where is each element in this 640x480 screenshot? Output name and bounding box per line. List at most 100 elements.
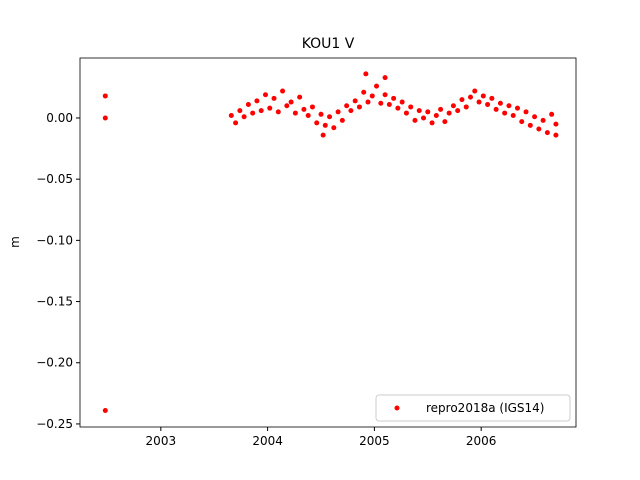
y-tick-label: −0.15 — [36, 295, 73, 309]
data-point — [241, 114, 247, 120]
data-point — [228, 113, 234, 119]
data-point — [348, 108, 354, 114]
chart-title: KOU1 V — [302, 36, 355, 52]
data-point — [344, 103, 350, 109]
data-point — [467, 94, 473, 100]
data-point — [540, 117, 546, 123]
data-point — [331, 125, 337, 131]
data-point — [102, 407, 108, 413]
data-point — [369, 93, 375, 99]
data-point — [267, 105, 273, 111]
data-point — [301, 106, 307, 112]
data-point — [297, 94, 303, 100]
data-point — [237, 108, 243, 114]
data-point — [382, 92, 388, 98]
data-point — [352, 98, 358, 104]
data-point — [378, 100, 384, 106]
data-point — [493, 106, 499, 112]
plot-frame — [79, 57, 577, 428]
data-point — [433, 113, 439, 119]
data-point — [412, 117, 418, 123]
data-point — [497, 100, 503, 106]
data-point — [408, 104, 414, 110]
data-point — [502, 110, 508, 116]
y-tick-label: 0.00 — [46, 111, 73, 125]
data-point — [442, 119, 448, 125]
data-point — [339, 117, 345, 123]
data-point — [519, 119, 525, 125]
data-point — [395, 105, 401, 111]
data-point — [262, 92, 268, 98]
data-point — [506, 103, 512, 109]
data-point — [480, 93, 486, 99]
data-point — [327, 114, 333, 120]
data-point — [275, 109, 281, 115]
data-point — [305, 113, 311, 119]
x-tick-label: 2004 — [252, 434, 283, 448]
data-point — [314, 120, 320, 126]
data-point — [245, 102, 251, 108]
data-point — [510, 113, 516, 119]
data-point — [514, 105, 520, 111]
y-axis-label: m — [8, 236, 22, 248]
data-point — [523, 109, 529, 115]
data-point — [421, 115, 427, 121]
data-point — [288, 99, 294, 105]
data-point — [365, 99, 371, 105]
data-point — [391, 95, 397, 101]
data-point — [335, 109, 341, 115]
data-point — [472, 88, 478, 94]
data-point — [361, 89, 367, 95]
legend-marker — [394, 405, 400, 411]
legend-box — [375, 394, 571, 422]
data-point — [233, 120, 239, 126]
data-point — [416, 108, 422, 114]
data-point — [463, 104, 469, 110]
data-point — [320, 132, 326, 138]
x-tick-label: 2005 — [359, 434, 390, 448]
data-point — [382, 75, 388, 81]
legend-label: repro2018a (IGS14) — [426, 401, 544, 415]
data-point — [425, 109, 431, 115]
data-point — [102, 115, 108, 121]
data-point — [489, 95, 495, 101]
data-point — [536, 126, 542, 132]
y-tick-label: −0.25 — [36, 417, 73, 431]
data-point — [476, 99, 482, 105]
data-point — [318, 111, 324, 117]
data-point — [363, 71, 369, 77]
data-point — [438, 106, 444, 112]
data-point — [455, 108, 461, 114]
data-point — [292, 110, 298, 116]
data-point — [250, 110, 256, 116]
x-tick-label: 2006 — [466, 434, 497, 448]
data-point — [544, 130, 550, 136]
data-point — [374, 83, 380, 89]
data-point — [527, 122, 533, 128]
data-point — [429, 120, 435, 126]
data-point — [284, 103, 290, 109]
data-point — [459, 97, 465, 103]
data-point — [322, 122, 328, 128]
data-point — [553, 121, 559, 127]
data-point — [403, 110, 409, 116]
y-tick-label: −0.05 — [36, 172, 73, 186]
data-point — [102, 93, 108, 99]
data-point — [386, 102, 392, 108]
y-tick-label: −0.20 — [36, 356, 73, 370]
data-point — [553, 132, 559, 138]
data-point — [309, 104, 315, 110]
data-point — [532, 114, 538, 120]
data-point — [356, 104, 362, 110]
data-point — [549, 111, 555, 117]
data-point — [271, 95, 277, 101]
y-tick-label: −0.10 — [36, 233, 73, 247]
data-point — [254, 98, 260, 104]
data-point — [450, 103, 456, 109]
x-tick-label: 2003 — [146, 434, 177, 448]
data-point — [485, 102, 491, 108]
data-point — [399, 99, 405, 105]
data-point — [280, 88, 286, 94]
data-point — [258, 108, 264, 114]
